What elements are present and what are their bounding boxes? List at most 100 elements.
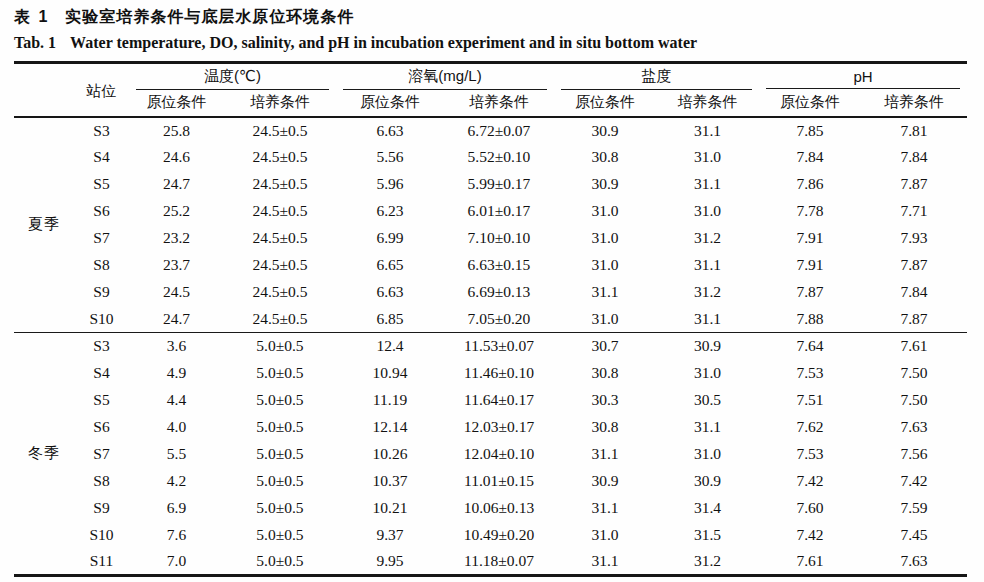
- value-cell: 9.95: [336, 549, 444, 576]
- value-cell: 31.1: [554, 549, 656, 576]
- value-cell: 30.8: [554, 360, 656, 387]
- table-row: S54.45.0±0.511.1911.64±0.1730.330.57.517…: [14, 387, 967, 414]
- value-cell: 30.9: [554, 171, 656, 198]
- station-cell: S9: [74, 495, 129, 522]
- value-cell: 7.84: [861, 279, 967, 306]
- table-row: S723.224.5±0.56.997.10±0.1031.031.27.917…: [14, 225, 967, 252]
- station-cell: S11: [74, 549, 129, 576]
- value-cell: 31.2: [656, 549, 759, 576]
- value-cell: 12.14: [336, 414, 444, 441]
- table-row: S924.524.5±0.56.636.69±0.1331.131.27.877…: [14, 279, 967, 306]
- table-title-en: Tab. 1Water temperature, DO, salinity, a…: [14, 31, 970, 55]
- value-cell: 7.64: [759, 333, 861, 360]
- table-row: S96.95.0±0.510.2110.06±0.1331.131.47.607…: [14, 495, 967, 522]
- value-cell: 7.91: [759, 252, 861, 279]
- value-cell: 6.72±0.07: [444, 117, 554, 144]
- value-cell: 7.61: [759, 549, 861, 576]
- value-cell: 31.0: [656, 198, 759, 225]
- station-cell: S5: [74, 171, 129, 198]
- station-cell: S6: [74, 414, 129, 441]
- table-row: S84.25.0±0.510.3711.01±0.1530.930.97.427…: [14, 468, 967, 495]
- station-column-header: 站位: [74, 63, 129, 117]
- value-cell: 24.7: [129, 171, 224, 198]
- subheader-incubation: 培养条件: [224, 91, 336, 117]
- value-cell: 7.84: [861, 144, 967, 171]
- value-cell: 7.53: [759, 360, 861, 387]
- value-cell: 7.86: [759, 171, 861, 198]
- value-cell: 12.4: [336, 333, 444, 360]
- value-cell: 5.96: [336, 171, 444, 198]
- value-cell: 10.26: [336, 441, 444, 468]
- value-cell: 24.5±0.5: [224, 306, 336, 333]
- value-cell: 24.5±0.5: [224, 117, 336, 144]
- value-cell: 31.1: [554, 279, 656, 306]
- value-cell: 7.56: [861, 441, 967, 468]
- value-cell: 31.1: [656, 117, 759, 144]
- value-cell: 7.10±0.10: [444, 225, 554, 252]
- conditions-table: 站位 温度(℃) 溶氧(mg/L) 盐度 pH 原位条件 培养条件 原位条件 培…: [14, 61, 967, 577]
- value-cell: 7.42: [759, 522, 861, 549]
- value-cell: 7.93: [861, 225, 967, 252]
- value-cell: 30.9: [554, 468, 656, 495]
- value-cell: 31.0: [554, 225, 656, 252]
- value-cell: 30.9: [656, 468, 759, 495]
- value-cell: 30.8: [554, 414, 656, 441]
- value-cell: 7.87: [861, 171, 967, 198]
- table-row: S75.55.0±0.510.2612.04±0.1031.131.07.537…: [14, 441, 967, 468]
- value-cell: 6.63: [336, 117, 444, 144]
- value-cell: 12.04±0.10: [444, 441, 554, 468]
- value-cell: 23.7: [129, 252, 224, 279]
- value-cell: 31.0: [554, 522, 656, 549]
- value-cell: 7.45: [861, 522, 967, 549]
- table-header: 站位 温度(℃) 溶氧(mg/L) 盐度 pH 原位条件 培养条件 原位条件 培…: [14, 63, 967, 117]
- value-cell: 7.62: [759, 414, 861, 441]
- value-cell: 10.21: [336, 495, 444, 522]
- subheader-incubation: 培养条件: [444, 91, 554, 117]
- value-cell: 5.0±0.5: [224, 387, 336, 414]
- group-header-temperature: 温度(℃): [129, 63, 336, 91]
- group-header-do: 溶氧(mg/L): [336, 63, 554, 91]
- value-cell: 5.0±0.5: [224, 333, 336, 360]
- value-cell: 24.5: [129, 279, 224, 306]
- value-cell: 7.50: [861, 387, 967, 414]
- station-cell: S8: [74, 252, 129, 279]
- value-cell: 10.49±0.20: [444, 522, 554, 549]
- value-cell: 5.0±0.5: [224, 441, 336, 468]
- value-cell: 30.8: [554, 144, 656, 171]
- value-cell: 25.8: [129, 117, 224, 144]
- station-cell: S3: [74, 117, 129, 144]
- value-cell: 7.88: [759, 306, 861, 333]
- station-cell: S3: [74, 333, 129, 360]
- value-cell: 7.87: [861, 252, 967, 279]
- value-cell: 7.85: [759, 117, 861, 144]
- station-cell: S6: [74, 198, 129, 225]
- value-cell: 10.94: [336, 360, 444, 387]
- value-cell: 7.87: [759, 279, 861, 306]
- value-cell: 31.0: [554, 198, 656, 225]
- season-label: 夏季: [14, 117, 74, 333]
- value-cell: 11.64±0.17: [444, 387, 554, 414]
- value-cell: 7.60: [759, 495, 861, 522]
- value-cell: 30.3: [554, 387, 656, 414]
- value-cell: 10.37: [336, 468, 444, 495]
- table-number-zh: 表 1: [14, 8, 49, 25]
- value-cell: 31.2: [656, 225, 759, 252]
- table-number-en: Tab. 1: [14, 34, 56, 51]
- station-cell: S7: [74, 225, 129, 252]
- value-cell: 31.0: [554, 306, 656, 333]
- station-cell: S7: [74, 441, 129, 468]
- table-row: S44.95.0±0.510.9411.46±0.1030.831.07.537…: [14, 360, 967, 387]
- value-cell: 11.46±0.10: [444, 360, 554, 387]
- value-cell: 7.71: [861, 198, 967, 225]
- value-cell: 31.0: [656, 441, 759, 468]
- value-cell: 6.23: [336, 198, 444, 225]
- value-cell: 7.42: [759, 468, 861, 495]
- value-cell: 30.9: [554, 117, 656, 144]
- subheader-incubation: 培养条件: [656, 91, 759, 117]
- value-cell: 24.5±0.5: [224, 279, 336, 306]
- value-cell: 11.19: [336, 387, 444, 414]
- table-row: S1024.724.5±0.56.857.05±0.2031.031.17.88…: [14, 306, 967, 333]
- value-cell: 30.5: [656, 387, 759, 414]
- value-cell: 7.51: [759, 387, 861, 414]
- value-cell: 25.2: [129, 198, 224, 225]
